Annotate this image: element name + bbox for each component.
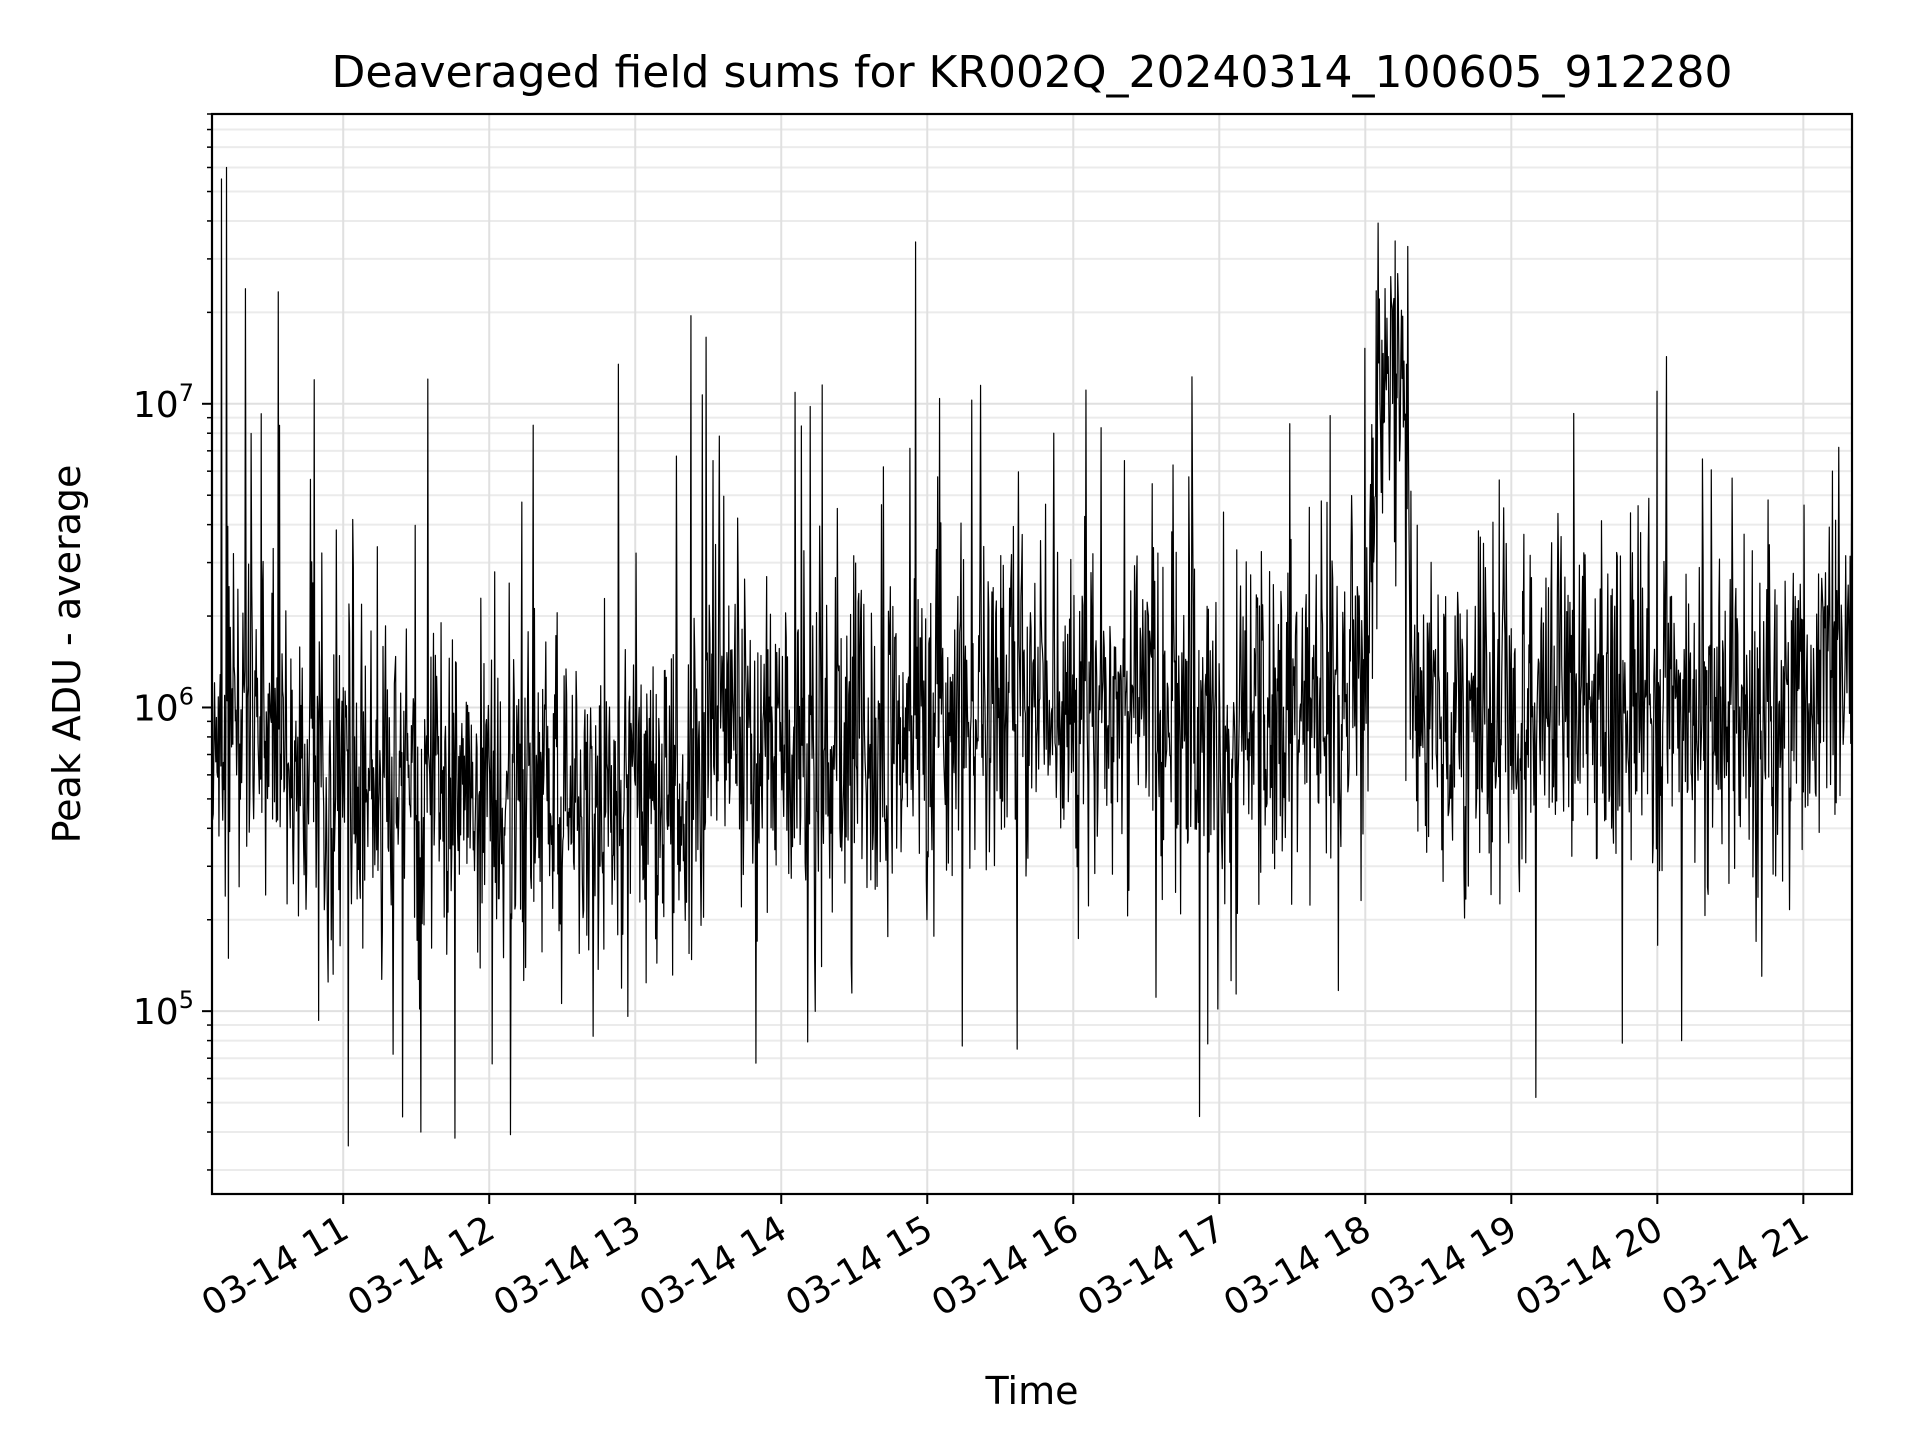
- x-axis-label: Time: [985, 1369, 1079, 1413]
- y-tick-exponent: 7: [179, 379, 194, 407]
- y-tick-base: 10: [133, 992, 179, 1033]
- y-axis-label: Peak ADU - average: [45, 465, 89, 844]
- chart-title: Deaveraged field sums for KR002Q_2024031…: [332, 47, 1733, 98]
- y-tick-label: 105: [133, 986, 194, 1033]
- plot-area: [211, 166, 1853, 1147]
- series-line: [211, 166, 1853, 1147]
- y-tick-exponent: 6: [179, 682, 194, 710]
- grid: [212, 113, 1852, 1194]
- y-tick-label: 107: [133, 379, 194, 426]
- y-tick-base: 10: [133, 385, 179, 426]
- plot-frame: [210, 112, 1854, 1196]
- y-tick-exponent: 5: [179, 986, 194, 1014]
- y-tick-label: 106: [133, 682, 194, 729]
- y-tick-base: 10: [133, 688, 179, 729]
